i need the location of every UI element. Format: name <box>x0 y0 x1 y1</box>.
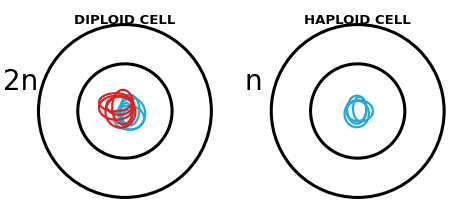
Circle shape <box>310 64 405 158</box>
Circle shape <box>38 25 211 197</box>
Circle shape <box>78 64 172 158</box>
Text: n: n <box>245 67 263 95</box>
Text: DIPLOID CELL: DIPLOID CELL <box>74 14 175 27</box>
Text: HAPLOID CELL: HAPLOID CELL <box>304 14 411 27</box>
Circle shape <box>271 25 444 197</box>
Text: 2n: 2n <box>3 67 38 95</box>
